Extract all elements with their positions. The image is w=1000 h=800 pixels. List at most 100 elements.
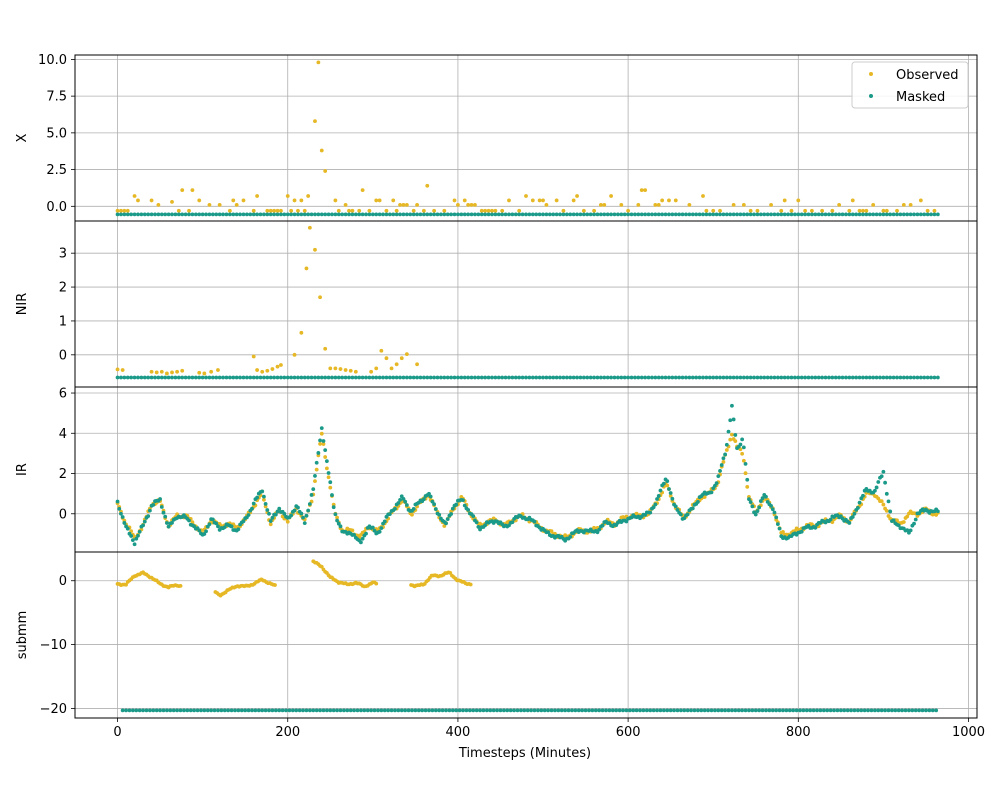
- data-point: [656, 212, 661, 217]
- data-point: [910, 708, 915, 713]
- data-point: [770, 507, 775, 512]
- data-point: [319, 426, 324, 430]
- data-point: [187, 208, 191, 213]
- data-point: [404, 212, 409, 217]
- data-point: [389, 708, 394, 713]
- data-point: [273, 512, 278, 517]
- data-point: [728, 212, 733, 217]
- data-point: [789, 208, 794, 213]
- data-point: [299, 375, 304, 380]
- x-tick-label: 1000: [952, 725, 985, 740]
- data-point: [799, 375, 804, 380]
- data-point: [251, 375, 256, 380]
- data-point: [496, 375, 501, 380]
- data-point: [847, 375, 852, 380]
- data-point: [158, 497, 162, 501]
- data-point: [348, 368, 353, 373]
- data-point: [861, 208, 865, 213]
- data-point: [156, 375, 161, 380]
- data-point: [782, 198, 787, 203]
- data-point: [384, 212, 389, 217]
- y-tick-label: 0: [59, 507, 67, 522]
- data-point: [163, 375, 168, 380]
- data-point: [318, 295, 322, 300]
- data-point: [711, 212, 716, 217]
- data-point: [695, 708, 700, 713]
- data-point: [500, 375, 505, 380]
- data-point: [520, 212, 525, 217]
- data-point: [255, 368, 259, 372]
- data-point: [849, 708, 853, 713]
- data-point: [404, 375, 409, 380]
- data-point: [653, 375, 658, 380]
- data-point: [408, 212, 413, 217]
- data-point: [544, 375, 549, 380]
- data-point: [616, 212, 620, 217]
- data-point: [364, 375, 368, 380]
- data-point: [262, 494, 266, 499]
- data-point: [544, 212, 549, 217]
- data-point: [360, 188, 365, 193]
- data-point: [711, 375, 716, 380]
- data-point: [600, 523, 605, 528]
- data-point: [709, 490, 714, 495]
- data-point: [527, 212, 532, 217]
- data-point: [731, 202, 736, 207]
- data-point: [685, 512, 690, 517]
- data-point: [163, 514, 168, 519]
- data-point: [384, 356, 389, 361]
- data-point: [697, 212, 702, 217]
- data-point: [299, 212, 304, 217]
- data-point: [490, 212, 494, 217]
- data-point: [881, 375, 886, 380]
- data-point: [757, 708, 762, 713]
- data-point: [598, 202, 603, 207]
- data-point: [350, 212, 355, 217]
- data-point: [323, 212, 328, 217]
- data-point: [821, 708, 826, 713]
- data-point: [461, 498, 465, 502]
- data-point: [891, 518, 896, 523]
- data-point: [888, 509, 893, 514]
- data-point: [775, 375, 780, 380]
- data-point: [673, 504, 678, 509]
- data-point: [478, 708, 482, 713]
- data-point: [650, 212, 654, 217]
- data-point: [483, 212, 488, 217]
- data-point: [753, 512, 758, 517]
- data-point: [568, 535, 573, 539]
- data-point: [289, 208, 294, 213]
- data-point: [391, 198, 396, 203]
- data-point: [857, 500, 862, 505]
- data-point: [483, 523, 488, 528]
- data-point: [925, 212, 930, 217]
- data-point: [467, 708, 472, 713]
- data-point: [731, 417, 736, 422]
- data-point: [484, 708, 489, 713]
- data-point: [168, 708, 173, 713]
- data-point: [468, 582, 473, 587]
- data-point: [244, 212, 249, 217]
- data-point: [396, 501, 401, 505]
- data-point: [398, 498, 402, 502]
- data-point: [318, 438, 322, 443]
- data-point: [273, 708, 278, 713]
- y-axis-label: IR: [15, 463, 30, 476]
- data-point: [702, 708, 707, 713]
- series-masked: [115, 375, 940, 380]
- data-point: [394, 375, 399, 380]
- data-point: [473, 202, 477, 207]
- data-point: [895, 518, 899, 523]
- data-point: [115, 367, 120, 372]
- data-point: [820, 212, 825, 217]
- data-point: [884, 208, 889, 213]
- data-point: [592, 212, 596, 217]
- data-point: [879, 499, 884, 503]
- data-point: [847, 208, 852, 213]
- data-point: [401, 375, 406, 380]
- data-point: [302, 521, 307, 526]
- data-point: [316, 375, 321, 380]
- data-point: [503, 212, 508, 217]
- data-point: [309, 375, 314, 380]
- y-axis-label: NIR: [15, 293, 30, 316]
